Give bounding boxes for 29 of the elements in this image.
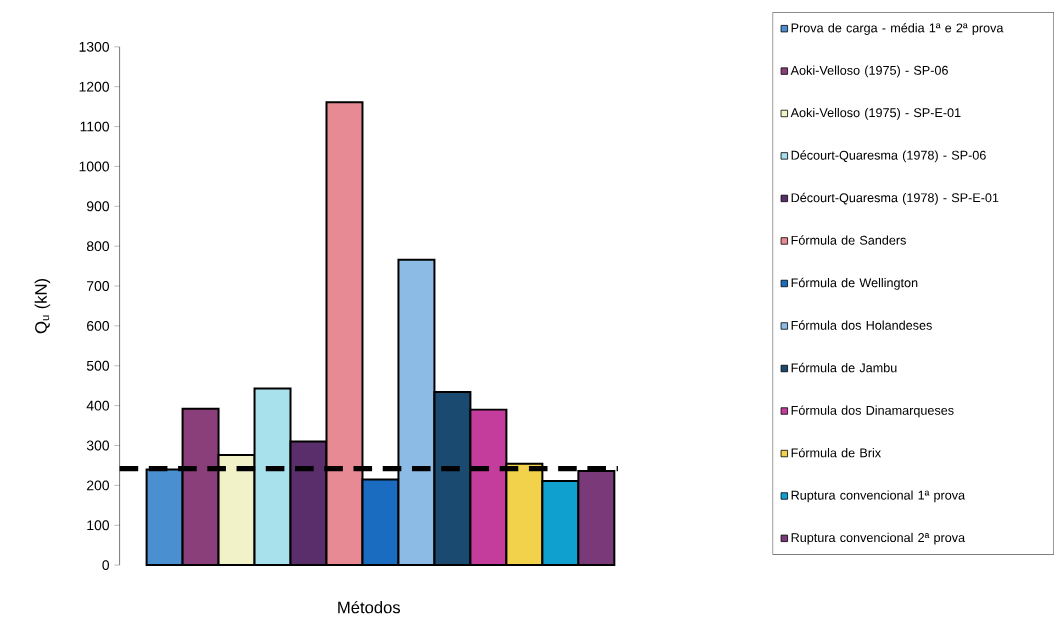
legend-label: Prova de carga - média 1ª e 2ª prova <box>791 23 1004 36</box>
y-tick-label: 0 <box>102 560 110 571</box>
y-tick-label: 800 <box>86 241 110 252</box>
y-tick-label: 1000 <box>79 161 110 172</box>
legend-label: Fórmula de Sanders <box>791 235 906 245</box>
legend-label: Aoki-Velloso (1975) - SP-E-01 <box>790 108 961 120</box>
y-tick-label: 100 <box>87 520 110 531</box>
y-tick-label: 300 <box>86 440 110 451</box>
y-tick-label: 400 <box>86 400 110 411</box>
legend-label: Aoki-Velloso (1975) - SP-06 <box>790 65 948 78</box>
legend-label: Fórmula de Brix <box>791 448 881 458</box>
legend-label: Décourt-Quaresma (1978) - SP-E-01 <box>791 192 999 205</box>
y-tick-label: 1100 <box>80 121 110 132</box>
y-tick-label: 1300 <box>79 42 110 52</box>
legend-label: Ruptura convencional 1ª prova <box>791 490 966 503</box>
legend-label: Décourt-Quaresma (1978) - SP-06 <box>791 150 986 163</box>
y-tick-label: 200 <box>87 480 110 491</box>
y-tick-label: 500 <box>86 360 110 371</box>
legend-label: Fórmula de Wellington <box>791 277 918 290</box>
y-tick-label: 1200 <box>79 81 110 92</box>
legend-label: Fórmula dos Dinamarqueses <box>791 405 954 418</box>
y-axis-title: Q$_{u}$ (kN) <box>34 279 51 334</box>
x-axis-title: Métodos <box>338 601 401 614</box>
legend-label: Fórmula de Jambu <box>791 363 897 373</box>
legend-label: Ruptura convencional 2ª prova <box>791 532 966 545</box>
legend-label: Fórmula dos Holandeses <box>791 320 932 330</box>
y-tick-label: 600 <box>87 321 110 331</box>
y-tick-label: 900 <box>86 201 110 212</box>
y-tick-label: 700 <box>87 281 110 292</box>
